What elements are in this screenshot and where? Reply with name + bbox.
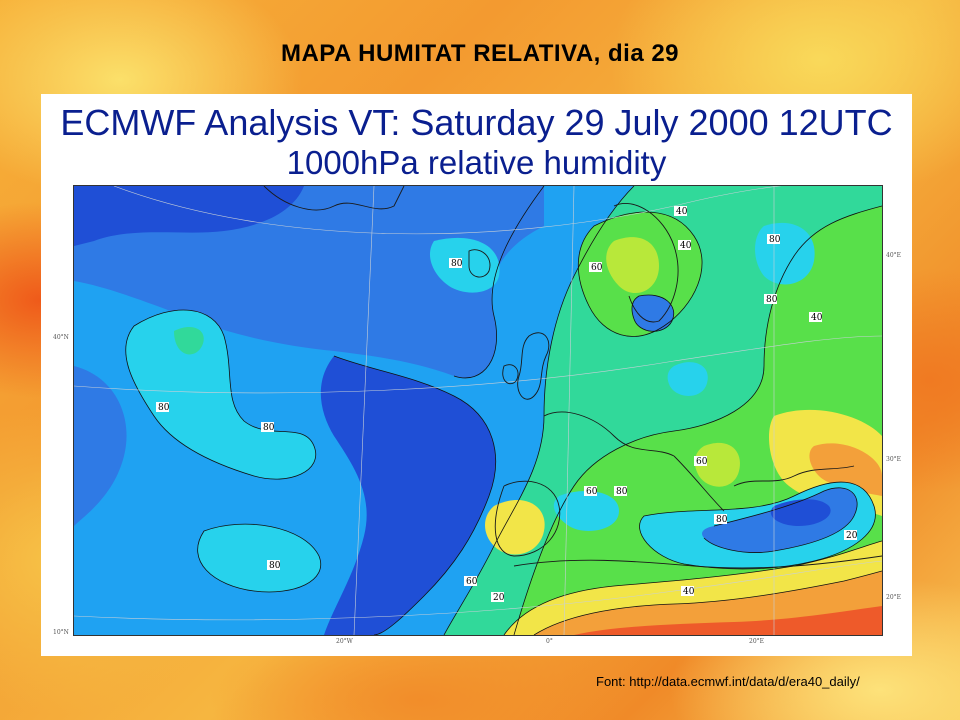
contour-label: 80 — [766, 295, 778, 305]
region-cyan-baltic-east — [667, 362, 708, 396]
map-heading-line1: ECMWF Analysis VT: Saturday 29 July 2000… — [60, 102, 893, 143]
edge-label-right-mid: 30°E — [886, 456, 902, 463]
contour-label: 80 — [451, 259, 463, 269]
source-credit: Font: http://data.ecmwf.int/data/d/era40… — [596, 674, 860, 689]
region-cyan-east — [755, 222, 815, 285]
map-heading-line2: 1000hPa relative humidity — [286, 144, 667, 181]
region-blue-baltic — [631, 295, 674, 332]
contour-labels: 80 80 80 80 80 80 80 60 60 60 — [156, 206, 858, 603]
contour-label: 80 — [716, 515, 728, 525]
region-yellow-scandinavia — [606, 237, 659, 294]
region-red-africa — [574, 606, 882, 635]
contour-label: 60 — [586, 487, 598, 497]
region-deep-blue-centre — [320, 356, 496, 635]
humidity-contour-map: 80 80 80 80 80 80 80 60 60 60 — [74, 186, 882, 635]
region-yellow-iberia — [485, 500, 545, 555]
edge-label-right-top: 40°E — [886, 252, 902, 259]
coastlines — [263, 186, 882, 569]
edge-label-bottom-2: 0° — [546, 638, 553, 645]
graticule — [74, 186, 882, 635]
edge-label-left-bottom: 10°N — [53, 629, 69, 636]
edge-label-bottom-3: 20°E — [749, 638, 765, 645]
contour-label: 60 — [466, 577, 478, 587]
contour-label: 80 — [158, 403, 170, 413]
region-cyan-west-med — [553, 491, 619, 531]
humidity-map: 80 80 80 80 80 80 80 60 60 60 — [73, 185, 883, 636]
region-orange-east — [809, 443, 882, 496]
edge-label-left-top: 40°N — [53, 334, 69, 341]
edge-label-right-bot: 20°E — [886, 594, 902, 601]
contour-label: 80 — [616, 487, 628, 497]
region-yellow-balkans — [694, 442, 740, 487]
slide-title: MAPA HUMITAT RELATIVA, dia 29 — [280, 40, 680, 67]
region-blue-band-south — [74, 366, 127, 526]
contour-label: 80 — [269, 561, 281, 571]
label-box — [156, 402, 169, 412]
contour-label: 40 — [683, 587, 695, 597]
contour-label: 40 — [676, 207, 688, 217]
region-deep-blue-north — [74, 186, 304, 246]
contour-label: 40 — [811, 313, 823, 323]
contour-label: 20 — [846, 531, 858, 541]
contour-label: 20 — [493, 593, 505, 603]
region-green-atlantic-1 — [174, 326, 204, 355]
edge-label-bottom-1: 20°W — [336, 638, 353, 645]
contour-label: 60 — [696, 457, 708, 467]
contour-label: 40 — [680, 241, 692, 251]
contour-label: 60 — [591, 263, 603, 273]
region-cyan-atlantic-2 — [197, 524, 321, 592]
contour-label: 80 — [263, 423, 275, 433]
map-figure: ECMWF Analysis VT: Saturday 29 July 2000… — [41, 94, 912, 656]
contour-label: 80 — [769, 235, 781, 245]
